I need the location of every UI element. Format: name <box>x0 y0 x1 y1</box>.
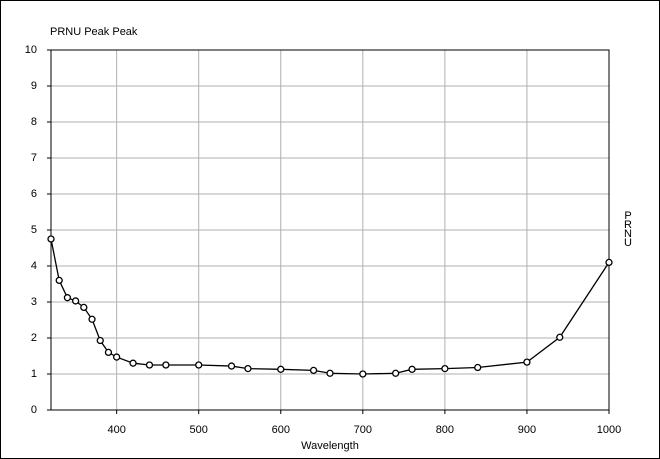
data-point <box>244 364 252 373</box>
data-point <box>55 276 63 285</box>
data-point <box>71 297 80 305</box>
data-point <box>326 369 334 377</box>
y-tick-label: 10 <box>25 44 37 56</box>
data-point <box>162 361 170 369</box>
data-point <box>104 348 113 357</box>
x-tick-label: 1000 <box>597 424 621 436</box>
data-point <box>391 369 400 377</box>
y-tick-label: 5 <box>31 224 37 236</box>
data-point <box>80 303 88 312</box>
y-tick-label: 7 <box>31 152 37 164</box>
y-tick-label: 0 <box>31 404 37 416</box>
data-point <box>605 258 613 267</box>
data-point <box>408 365 416 373</box>
chart-title: PRNU Peak Peak <box>50 26 138 38</box>
y-tick-label: 8 <box>31 116 37 128</box>
data-point <box>309 366 318 375</box>
y-tick-label: 6 <box>31 188 37 200</box>
data-point <box>88 315 96 323</box>
plot-area <box>50 49 610 411</box>
data-point <box>145 361 154 369</box>
data-point <box>556 333 564 341</box>
x-tick-label: 800 <box>436 424 454 436</box>
x-tick-label: 700 <box>354 424 372 436</box>
data-point <box>195 361 203 369</box>
data-point <box>96 336 104 345</box>
data-point <box>359 370 367 378</box>
x-tick-label: 900 <box>518 424 536 436</box>
y-tick-label: 2 <box>31 332 37 344</box>
y-tick-label: 4 <box>31 260 37 272</box>
data-point <box>227 362 236 370</box>
data-point <box>47 235 55 243</box>
data-point <box>129 359 137 367</box>
x-axis-label: Wavelength <box>301 440 359 452</box>
x-tick-label: 500 <box>190 424 208 436</box>
y-tick-label: 1 <box>31 368 37 380</box>
x-tick-label: 400 <box>107 424 125 436</box>
y-tick-label: 9 <box>31 80 37 92</box>
y-axis-label: PRNU <box>624 210 632 249</box>
data-point <box>63 294 72 302</box>
data-point <box>523 358 531 366</box>
y-tick-label: 3 <box>31 296 37 308</box>
data-point <box>474 363 482 372</box>
data-point <box>277 365 285 373</box>
data-point <box>112 353 121 361</box>
data-point <box>441 364 449 373</box>
x-tick-label: 600 <box>272 424 290 436</box>
